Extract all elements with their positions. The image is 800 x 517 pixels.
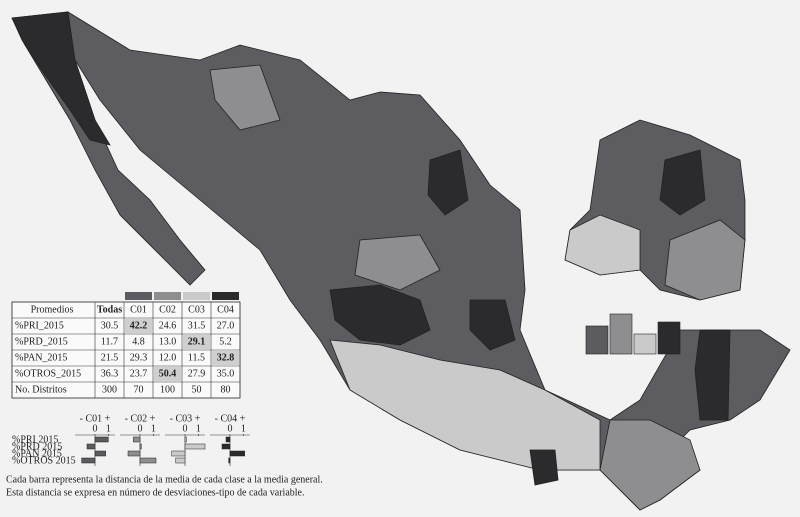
table-header: C03	[188, 304, 205, 315]
map	[11, 11, 791, 511]
inset	[659, 149, 706, 216]
table-header: Promedios	[31, 304, 74, 315]
row-label: %OTROS_2015	[15, 368, 81, 379]
inset	[664, 219, 746, 301]
region	[529, 449, 559, 486]
table-cell: 70	[134, 384, 144, 395]
panel-title: - C04 +	[215, 413, 246, 424]
tick-label: 1	[241, 423, 246, 434]
region	[599, 419, 701, 511]
panel-title: - C02 +	[125, 413, 156, 424]
bar	[184, 436, 187, 443]
panel-title: - C01 +	[80, 413, 111, 424]
table-cell: 32.8	[217, 352, 235, 363]
table: Promedios Todas C01 C02 C03 C04 %PRI_2015 30.5 4…	[11, 292, 241, 399]
variable-label: %PRD 2015	[12, 441, 62, 452]
panel-title: - C03 +	[170, 413, 201, 424]
bar	[221, 443, 231, 450]
bar	[225, 436, 231, 443]
table-cell: 31.5	[188, 320, 206, 331]
table-cell: 5.2	[219, 336, 232, 347]
region	[329, 339, 601, 471]
table-cell: 42.2	[130, 320, 148, 331]
table-cell: 11.5	[188, 352, 205, 363]
tick-label: 0	[183, 423, 188, 434]
bar	[184, 443, 206, 450]
row-label: %PRD_2015	[15, 336, 68, 347]
bar	[139, 457, 157, 464]
table-cell: 21.5	[101, 352, 119, 363]
region	[469, 299, 516, 351]
bar	[133, 436, 141, 443]
bar	[175, 457, 186, 464]
table-header: C02	[159, 304, 176, 315]
table-header: C01	[130, 304, 147, 315]
tick-label: 0	[138, 423, 143, 434]
tick-label: 1	[151, 423, 156, 434]
table-cell: 50	[192, 384, 202, 395]
table-cell: 24.6	[159, 320, 177, 331]
bar	[94, 450, 106, 457]
inset	[564, 214, 641, 276]
highlight-cell	[154, 367, 181, 381]
table-cell: 36.3	[101, 368, 119, 379]
tick-label: 0	[93, 423, 98, 434]
class-swatch	[125, 292, 152, 300]
region	[694, 329, 731, 421]
table-cell: 29.3	[130, 352, 148, 363]
table-cell: 4.8	[132, 336, 145, 347]
table-cell: 29.1	[188, 336, 206, 347]
region	[329, 284, 431, 346]
tick-label: 1	[106, 423, 111, 434]
class-size-bars	[585, 313, 681, 355]
table-cell: 27.9	[188, 368, 206, 379]
table-header: Todas	[97, 304, 122, 315]
variable-label: %PRI 2015	[12, 434, 58, 445]
table-cell: 30.5	[101, 320, 119, 331]
table-cell: 11.7	[101, 336, 118, 347]
bar-panels: %PRI 2015%PRD 2015%PAN 2015%OTROS 2015 - …	[12, 413, 250, 466]
class-size-bar	[633, 333, 657, 355]
region	[427, 149, 469, 216]
bar	[94, 436, 109, 443]
bar	[139, 443, 142, 450]
bar	[228, 457, 231, 464]
class-size-bar	[657, 321, 681, 355]
table-cell: 300	[102, 384, 117, 395]
caption: Esta distancia se expresa en número de d…	[6, 487, 305, 498]
row-label: %PRI_2015	[15, 320, 64, 331]
tick-label: 0	[228, 423, 233, 434]
table-cell: 80	[221, 384, 231, 395]
variable-label: %OTROS 2015	[12, 455, 76, 466]
variable-label: %PAN 2015	[12, 448, 62, 459]
table-cell: 23.7	[130, 368, 148, 379]
bar	[229, 450, 245, 457]
row-label: %PAN_2015	[15, 352, 67, 363]
class-swatch	[212, 292, 239, 300]
highlight-cell	[183, 335, 210, 349]
row-label: No. Distritos	[15, 384, 67, 395]
class-size-bar	[585, 325, 609, 355]
table-cell: 100	[160, 384, 175, 395]
region	[209, 64, 281, 131]
highlight-cell	[125, 319, 152, 333]
class-size-bar	[609, 313, 633, 355]
bar	[86, 443, 96, 450]
table-cell: 12.0	[159, 352, 177, 363]
bar	[81, 457, 96, 464]
table-cell: 27.0	[217, 320, 235, 331]
class-swatch	[183, 292, 210, 300]
caption: Cada barra representa la distancia de la…	[6, 474, 323, 485]
table-header: C04	[217, 304, 234, 315]
table-cell: 35.0	[217, 368, 235, 379]
bar	[171, 450, 186, 457]
table-cell: 13.0	[159, 336, 177, 347]
region	[354, 234, 441, 291]
bar	[127, 450, 141, 457]
table-cell: 50.4	[159, 368, 177, 379]
class-swatch	[154, 292, 181, 300]
tick-label: 1	[196, 423, 201, 434]
highlight-cell	[212, 351, 239, 365]
